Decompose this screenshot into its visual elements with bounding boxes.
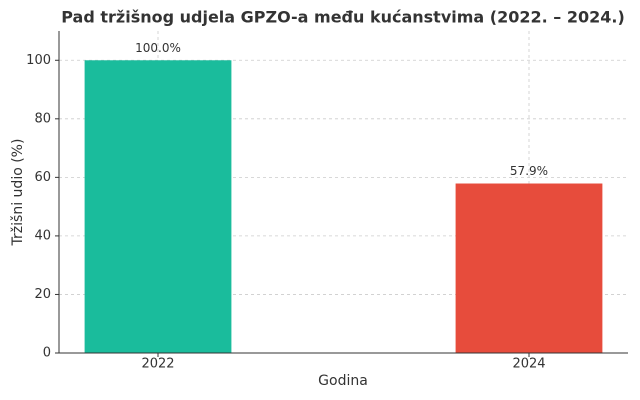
y-tick-label: 40 bbox=[34, 228, 51, 243]
value-label: 100.0% bbox=[135, 41, 181, 55]
x-tick-label: 2022 bbox=[141, 357, 174, 372]
y-tick-label: 60 bbox=[34, 170, 51, 185]
y-axis-label: Tržišni udio (%) bbox=[10, 139, 26, 247]
y-tick-label: 80 bbox=[34, 111, 51, 126]
bar bbox=[455, 183, 603, 353]
chart-title: Pad tržišnog udjela GPZO-a među kućanstv… bbox=[61, 8, 625, 27]
bar bbox=[84, 60, 232, 353]
y-tick-label: 20 bbox=[34, 287, 51, 302]
y-tick-label: 0 bbox=[43, 346, 51, 361]
x-axis-label: Godina bbox=[318, 373, 368, 389]
value-label: 57.9% bbox=[510, 164, 548, 178]
x-tick-label: 2024 bbox=[512, 357, 545, 372]
y-tick-label: 100 bbox=[26, 53, 51, 68]
